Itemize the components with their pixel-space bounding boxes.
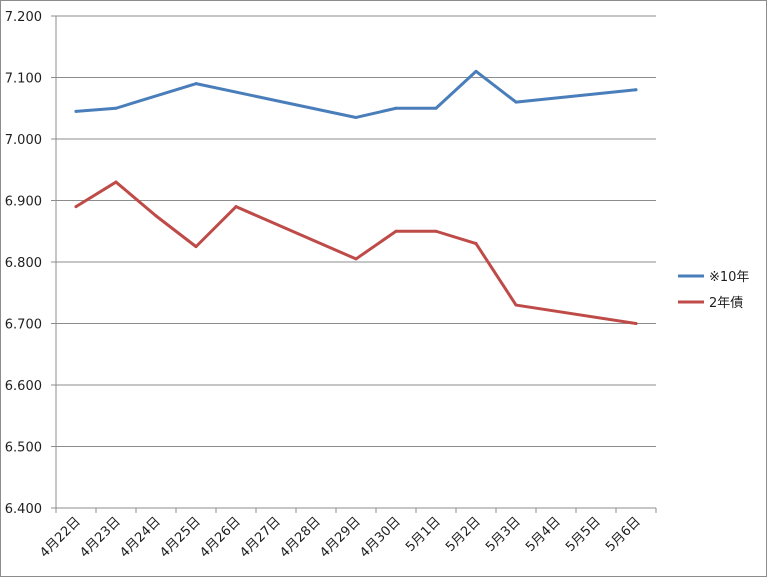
y-tick-label: 7.200: [5, 10, 42, 25]
data-point: [234, 205, 238, 209]
y-tick-label: 6.700: [5, 318, 42, 333]
data-point: [114, 106, 118, 110]
data-point: [194, 245, 198, 249]
legend: ※10年 2年債: [678, 270, 749, 311]
y-tick-label: 6.800: [5, 256, 42, 271]
data-point: [114, 180, 118, 184]
x-tick-label: 4月24日: [117, 514, 164, 561]
data-point: [154, 214, 158, 218]
data-point: [514, 100, 518, 104]
x-tick-label: 4月23日: [77, 514, 124, 561]
data-point: [434, 229, 438, 233]
y-tick-label: 6.400: [5, 502, 42, 517]
data-point: [474, 242, 478, 246]
x-tick-label: 4月25日: [157, 514, 204, 561]
y-tick-label: 7.000: [5, 133, 42, 148]
gridlines: [56, 15, 656, 447]
data-point: [434, 106, 438, 110]
x-tick-label: 4月29日: [317, 514, 364, 561]
x-tick-label: 4月27日: [237, 514, 284, 561]
legend-label: 2年債: [709, 296, 743, 311]
x-tick-label: 4月22日: [37, 514, 84, 561]
x-tick-label: 5月3日: [483, 514, 524, 555]
y-tick-label: 6.900: [5, 195, 42, 210]
data-point: [74, 205, 78, 209]
x-tick-label: 4月26日: [197, 514, 244, 561]
data-point: [354, 257, 358, 261]
y-tick-label: 6.500: [5, 441, 42, 456]
x-axis-ticks: 4月22日4月23日4月24日4月25日4月26日4月27日4月28日4月29日…: [37, 508, 657, 561]
x-tick-label: 5月1日: [403, 514, 444, 555]
x-tick-label: 4月28日: [277, 514, 324, 561]
data-point: [194, 82, 198, 86]
data-point: [474, 69, 478, 73]
data-point: [394, 106, 398, 110]
data-point: [634, 322, 638, 325]
x-tick-label: 5月4日: [523, 514, 564, 555]
series-line: [74, 180, 638, 325]
series-lines: [74, 69, 638, 325]
data-point: [634, 88, 638, 92]
data-point: [394, 229, 398, 233]
y-tick-label: 6.600: [5, 379, 42, 394]
x-tick-label: 5月5日: [563, 514, 604, 555]
data-point: [354, 115, 358, 119]
legend-label: ※10年: [709, 270, 749, 285]
y-tick-label: 7.100: [5, 72, 42, 87]
data-point: [74, 109, 78, 113]
x-tick-label: 5月6日: [603, 514, 644, 555]
y-axis-ticks: 6.400 6.500 6.600 6.700 6.800 6.900 7.000 7.100…: [5, 10, 56, 517]
data-point: [514, 303, 518, 307]
x-tick-label: 5月2日: [443, 514, 484, 555]
series-line: [74, 69, 638, 119]
x-tick-label: 4月30日: [357, 514, 404, 561]
